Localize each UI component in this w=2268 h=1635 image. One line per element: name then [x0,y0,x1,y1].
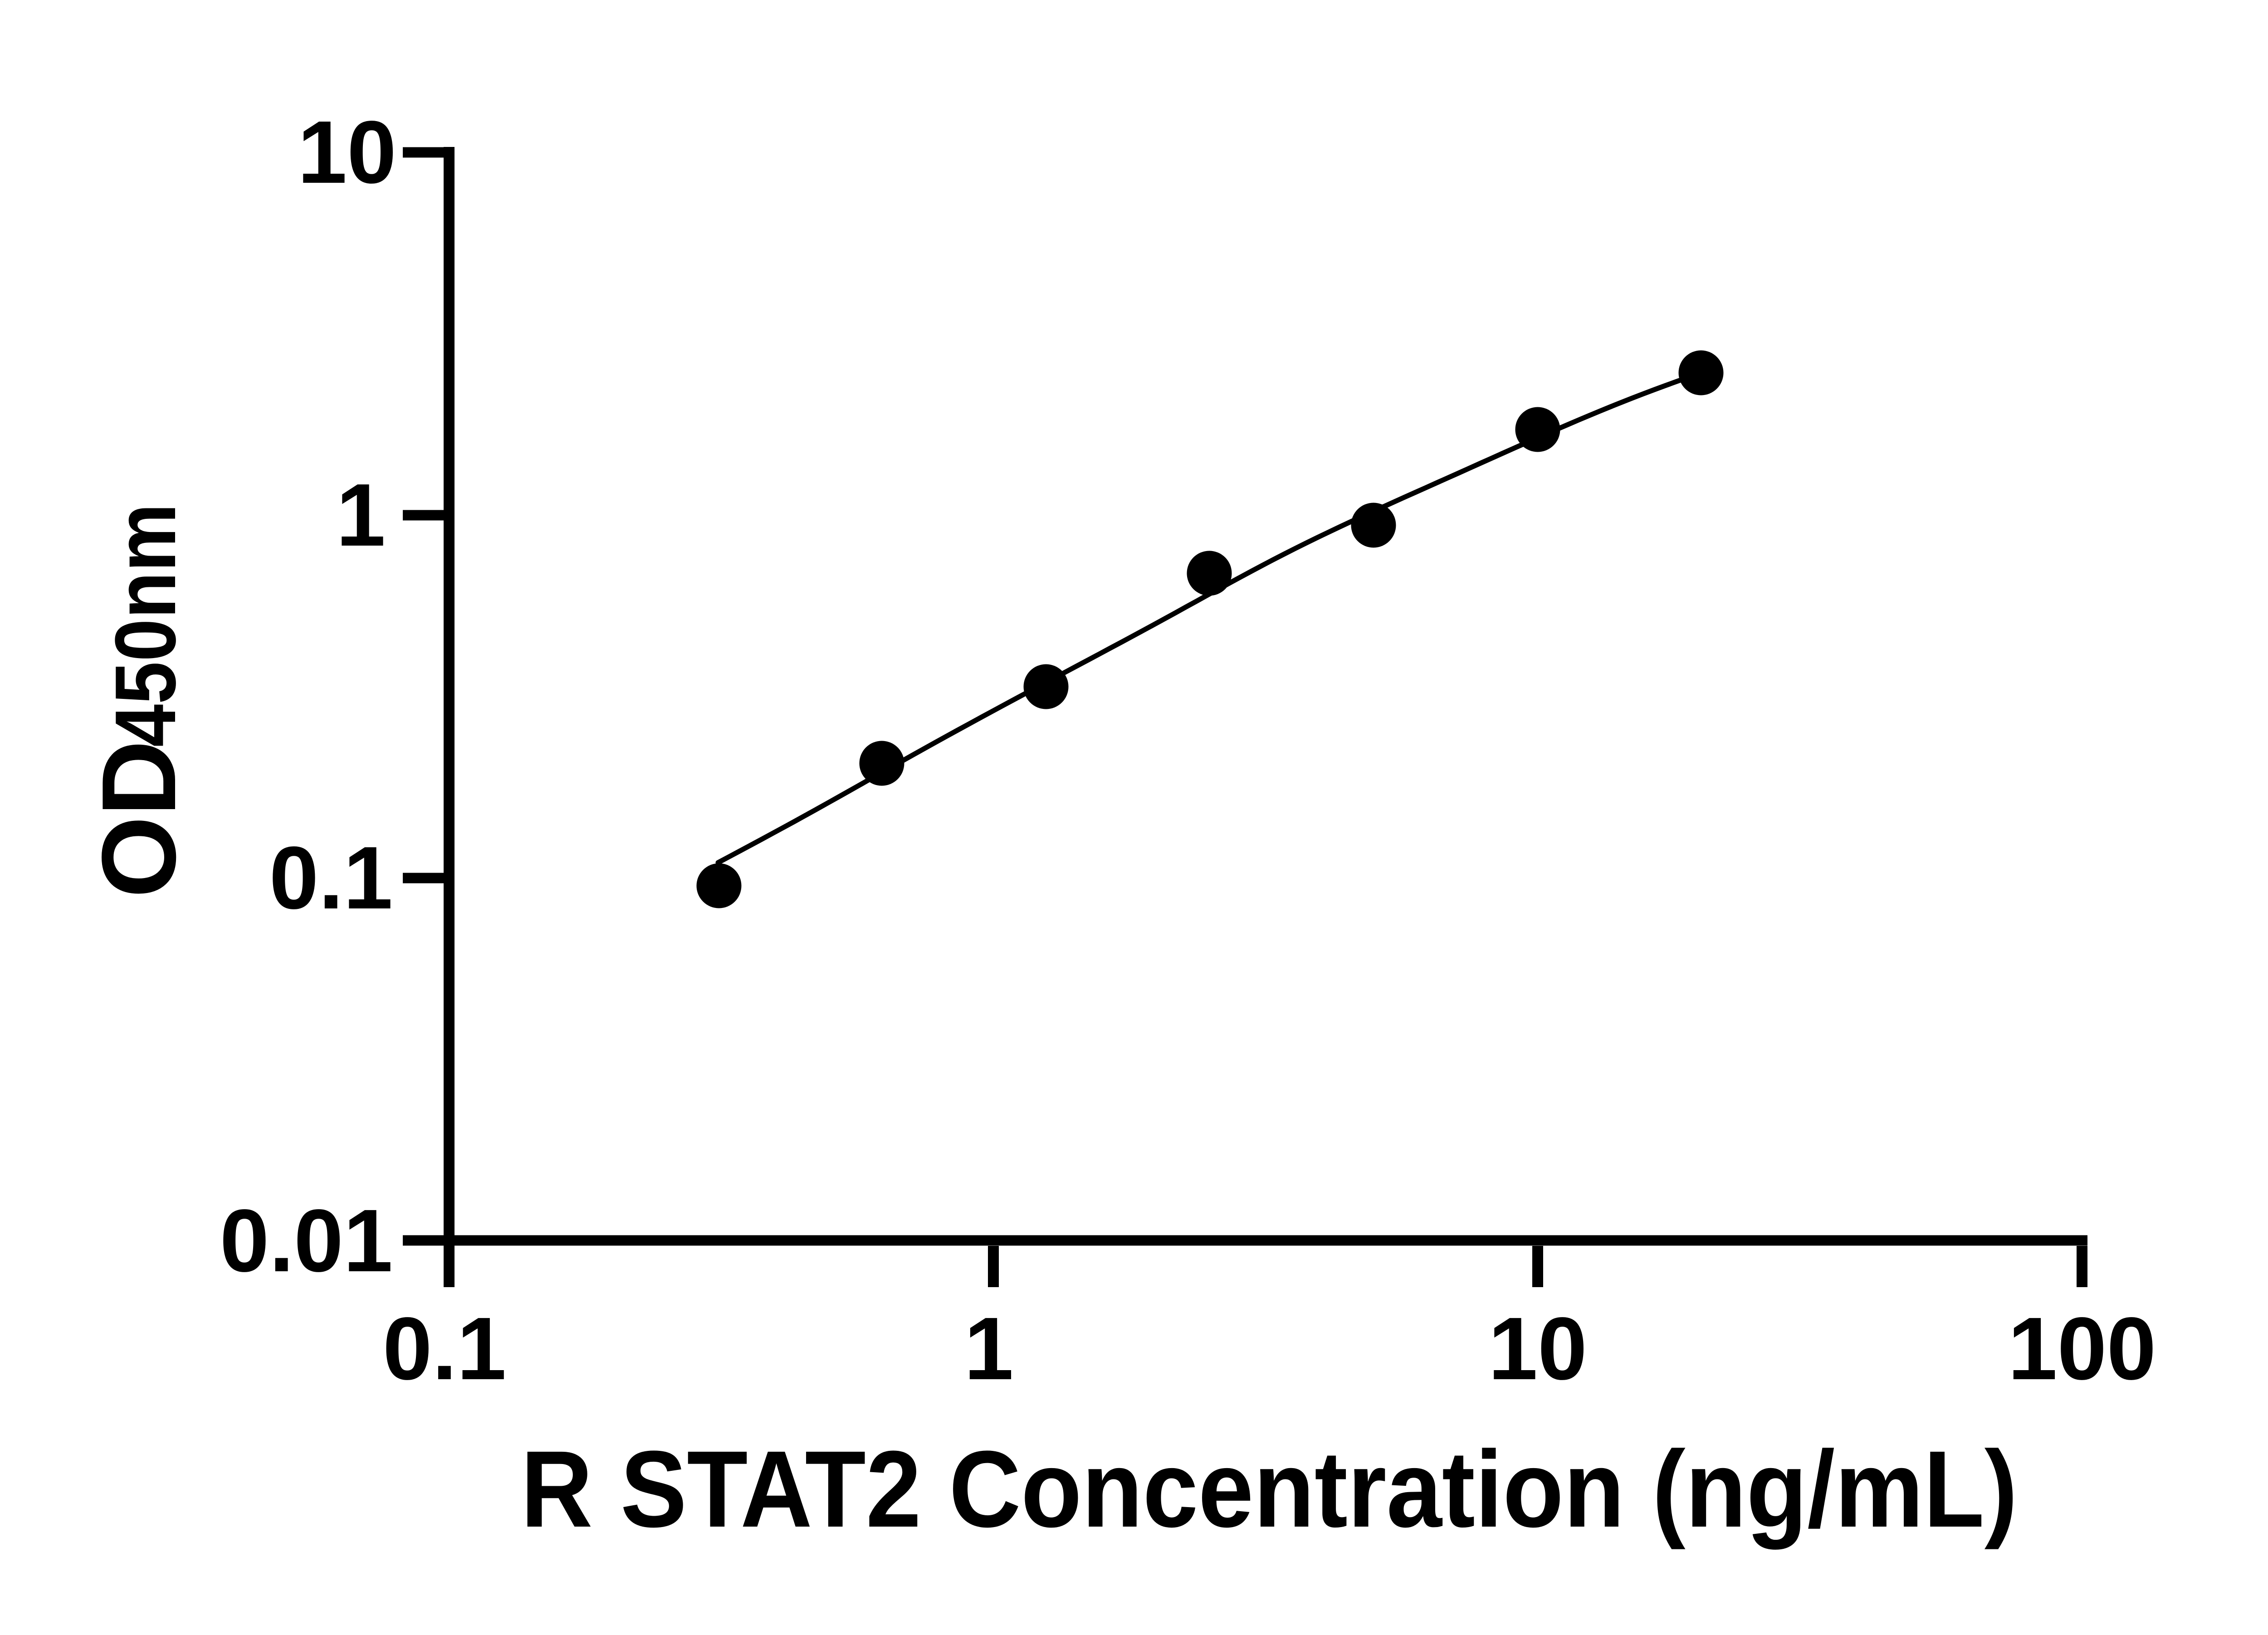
svg-text:OD: OD [80,740,198,898]
svg-text:0.1: 0.1 [269,828,393,927]
svg-text:450nm: 450nm [98,503,194,747]
svg-text:0.1: 0.1 [383,1299,506,1398]
svg-text:10: 10 [1488,1299,1587,1398]
svg-text:0.01: 0.01 [220,1191,393,1290]
svg-text:1: 1 [336,465,386,565]
svg-text:10: 10 [298,102,396,202]
svg-text:R STAT2 Concentration (ng/mL): R STAT2 Concentration (ng/mL) [521,1428,2018,1550]
svg-text:100: 100 [2008,1299,2156,1398]
svg-text:1: 1 [964,1299,1013,1398]
